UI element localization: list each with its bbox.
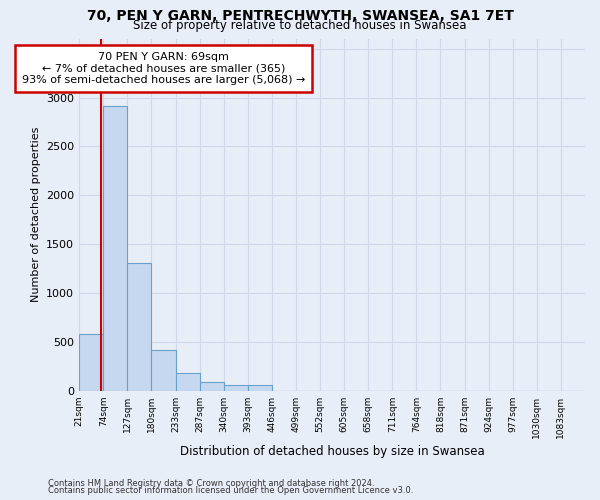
Bar <box>151 350 176 391</box>
Bar <box>176 374 200 390</box>
Bar <box>79 334 103 390</box>
Bar <box>200 382 224 390</box>
Y-axis label: Number of detached properties: Number of detached properties <box>31 127 41 302</box>
Bar <box>103 106 127 391</box>
Text: 70 PEN Y GARN: 69sqm
← 7% of detached houses are smaller (365)
93% of semi-detac: 70 PEN Y GARN: 69sqm ← 7% of detached ho… <box>22 52 305 85</box>
Bar <box>224 385 248 390</box>
Text: Size of property relative to detached houses in Swansea: Size of property relative to detached ho… <box>133 19 467 32</box>
Text: Contains HM Land Registry data © Crown copyright and database right 2024.: Contains HM Land Registry data © Crown c… <box>48 478 374 488</box>
Bar <box>127 262 151 390</box>
X-axis label: Distribution of detached houses by size in Swansea: Distribution of detached houses by size … <box>180 444 484 458</box>
Text: 70, PEN Y GARN, PENTRECHWYTH, SWANSEA, SA1 7ET: 70, PEN Y GARN, PENTRECHWYTH, SWANSEA, S… <box>86 9 514 23</box>
Text: Contains public sector information licensed under the Open Government Licence v3: Contains public sector information licen… <box>48 486 413 495</box>
Bar <box>248 385 272 390</box>
